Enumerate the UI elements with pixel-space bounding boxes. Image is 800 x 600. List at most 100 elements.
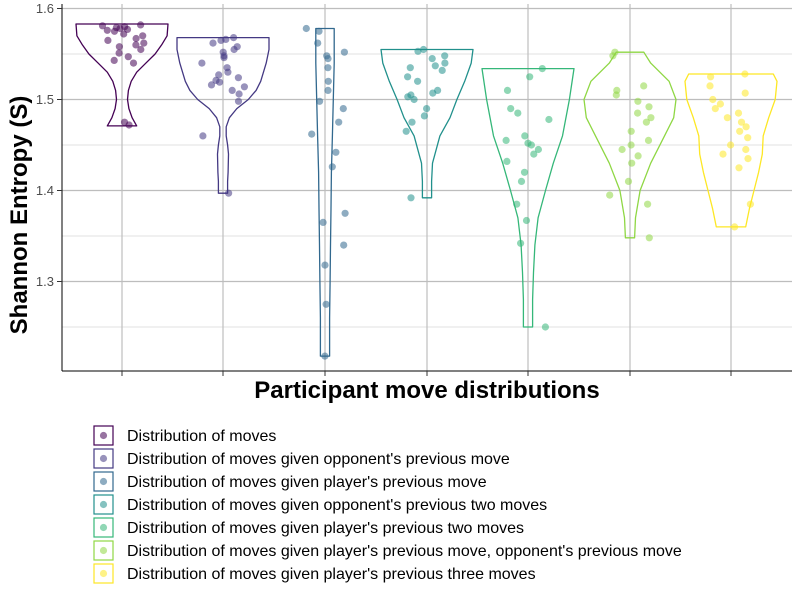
data-point xyxy=(645,234,653,242)
data-point xyxy=(234,97,243,105)
data-point xyxy=(224,68,232,76)
data-point xyxy=(534,145,543,154)
grid-lines xyxy=(62,4,792,371)
violin-5 xyxy=(481,67,575,328)
data-point xyxy=(230,45,238,54)
data-point xyxy=(339,105,347,113)
data-point xyxy=(618,145,626,154)
y-tick-label: 1.6 xyxy=(36,1,54,16)
data-point xyxy=(228,86,236,94)
data-point xyxy=(441,52,449,60)
data-point xyxy=(404,93,412,101)
data-point xyxy=(321,261,329,269)
data-point xyxy=(719,150,727,158)
data-point xyxy=(606,191,614,199)
data-point xyxy=(324,77,332,85)
data-point xyxy=(414,47,422,55)
data-point xyxy=(642,118,651,126)
data-point xyxy=(644,136,653,144)
data-point xyxy=(627,127,635,135)
legend: Distribution of moves Distribution of mov… xyxy=(93,425,682,584)
data-point xyxy=(731,223,739,231)
data-point xyxy=(522,216,531,225)
data-point xyxy=(198,59,206,67)
legend-key-point xyxy=(99,454,108,463)
data-point xyxy=(324,64,332,72)
data-point xyxy=(420,112,428,120)
data-point xyxy=(707,73,715,81)
data-point xyxy=(711,105,719,113)
data-point xyxy=(115,43,123,51)
legend-label: Distribution of moves given opponent's p… xyxy=(127,451,510,468)
data-point xyxy=(644,200,652,208)
data-point xyxy=(521,132,529,140)
data-point xyxy=(414,77,422,85)
legend-entry: Distribution of moves given opponent's p… xyxy=(93,494,547,515)
data-point xyxy=(647,114,655,122)
data-point xyxy=(634,152,642,160)
data-point xyxy=(527,141,536,149)
data-point xyxy=(503,157,511,165)
data-point xyxy=(140,39,148,47)
legend-label: Distribution of moves given player's pre… xyxy=(127,566,536,583)
data-point xyxy=(129,59,138,67)
legend-entry: Distribution of moves given player's pre… xyxy=(93,517,524,538)
violin-7 xyxy=(684,73,778,228)
data-point xyxy=(404,73,412,81)
data-point xyxy=(706,82,714,90)
data-point xyxy=(132,34,140,43)
data-point xyxy=(328,163,336,171)
data-point xyxy=(634,109,642,117)
data-point xyxy=(308,130,316,138)
legend-entry: Distribution of moves given opponent's p… xyxy=(93,448,510,469)
legend-label: Distribution of moves given player's pre… xyxy=(127,520,524,537)
data-point xyxy=(217,36,225,45)
data-point xyxy=(628,159,636,167)
data-point xyxy=(742,145,750,154)
data-point xyxy=(315,27,323,35)
violin-1 xyxy=(75,23,169,127)
violin-4 xyxy=(380,48,474,199)
data-point xyxy=(410,95,418,104)
data-point xyxy=(742,123,750,131)
data-point xyxy=(517,239,525,247)
data-point xyxy=(324,55,332,63)
data-point xyxy=(627,141,635,149)
data-point xyxy=(139,32,147,40)
data-point xyxy=(541,323,550,331)
data-point xyxy=(103,26,111,34)
violin-2 xyxy=(176,36,270,194)
legend-key-point xyxy=(99,546,108,555)
legend-key-point xyxy=(99,569,108,578)
data-points xyxy=(98,21,755,360)
violin-3 xyxy=(315,27,335,357)
data-point xyxy=(737,118,746,126)
data-point xyxy=(526,73,534,81)
data-point xyxy=(340,48,348,56)
legend-label: Distribution of moves given player's pre… xyxy=(127,474,487,491)
data-point xyxy=(341,209,349,217)
data-point xyxy=(230,34,238,42)
data-point xyxy=(240,83,248,91)
data-point xyxy=(741,70,749,78)
data-point xyxy=(209,39,217,47)
y-tick-label: 1.3 xyxy=(36,274,54,289)
data-point xyxy=(110,56,118,64)
data-point xyxy=(612,91,620,99)
data-point xyxy=(517,177,526,185)
legend-entry: Distribution of moves xyxy=(93,425,276,446)
legend-key-point xyxy=(99,477,108,486)
data-point xyxy=(419,45,428,54)
data-point xyxy=(503,86,512,94)
data-point xyxy=(723,114,732,122)
data-point xyxy=(502,136,510,144)
data-point xyxy=(402,127,410,135)
data-point xyxy=(340,241,348,249)
data-point xyxy=(624,177,633,185)
data-point xyxy=(407,194,415,202)
data-point xyxy=(520,168,529,176)
data-point xyxy=(302,24,310,33)
data-point xyxy=(741,89,749,97)
data-point xyxy=(441,59,449,67)
